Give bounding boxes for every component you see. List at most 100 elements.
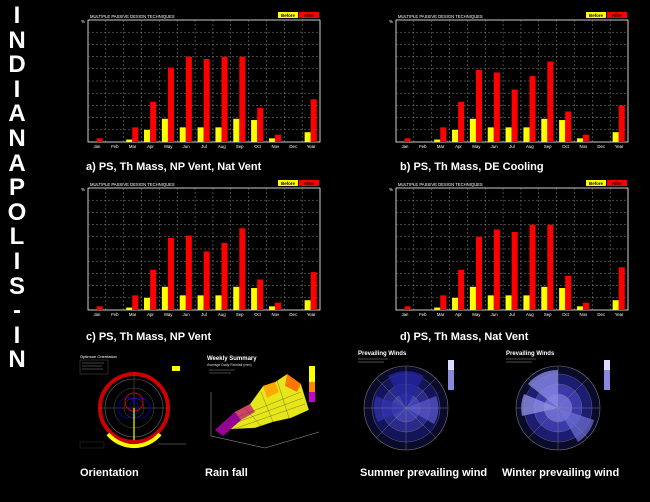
bar-after xyxy=(239,228,246,310)
winter-wind-thumbnail: Prevailing Winds xyxy=(498,346,620,456)
bar-before xyxy=(487,127,494,142)
x-tick-label: Nov xyxy=(272,312,280,317)
x-tick-label: Sep xyxy=(236,312,244,317)
bar-after xyxy=(404,306,411,310)
bar-after xyxy=(96,306,103,310)
bar-before xyxy=(233,118,240,142)
x-tick-label: Dec xyxy=(289,144,297,149)
x-tick-label: Year xyxy=(615,312,624,317)
bar-before xyxy=(233,286,240,310)
bar-after xyxy=(185,56,192,142)
x-tick-label: Mar xyxy=(129,144,137,149)
bar-before xyxy=(144,297,151,310)
rainfall-thumb-subtitle: Average Daily Rainfall (mm) xyxy=(207,363,252,367)
bar-before xyxy=(251,288,258,310)
bar-after xyxy=(547,61,554,143)
bar-before xyxy=(487,295,494,310)
bar-after xyxy=(257,279,264,310)
chart-header: MULTIPLE PASSIVE DESIGN TECHNIQUES xyxy=(398,182,483,187)
bar-after xyxy=(440,127,447,142)
legend-label-after: After xyxy=(304,181,315,186)
bar-after xyxy=(310,99,317,142)
side-title-letter: I xyxy=(13,75,21,103)
x-tick-label: Year xyxy=(307,144,316,149)
x-tick-label: Feb xyxy=(111,144,119,149)
x-tick-label: Dec xyxy=(597,144,605,149)
bar-before xyxy=(268,138,276,142)
bar-after xyxy=(167,238,175,310)
side-title-letter: A xyxy=(8,149,26,177)
bar-after xyxy=(529,76,536,142)
legend-swatch-after xyxy=(299,12,319,18)
bar-after xyxy=(493,229,500,310)
x-tick-label: Dec xyxy=(289,312,297,317)
bar-before xyxy=(126,307,133,310)
side-title-letter: - xyxy=(13,297,21,325)
bar-before xyxy=(197,295,204,310)
x-tick-label: Jul xyxy=(509,144,515,149)
x-tick-label: May xyxy=(472,312,481,317)
chart-a: MULTIPLE PASSIVE DESIGN TECHNIQUES Before… xyxy=(81,12,321,149)
x-tick-label: Aug xyxy=(218,144,226,149)
bar-before xyxy=(268,306,276,310)
bar-before xyxy=(505,127,512,142)
bar-before xyxy=(161,118,168,142)
legend-label-before: Before xyxy=(281,181,295,186)
y-axis-label: % xyxy=(389,19,393,24)
rainfall-thumb-title: Weekly Summary xyxy=(207,356,257,362)
x-tick-label: Jun xyxy=(183,312,191,317)
x-tick-label: May xyxy=(164,312,173,317)
side-title-letter: I xyxy=(13,321,21,349)
bar-after xyxy=(458,101,465,142)
bar-after xyxy=(203,251,210,310)
side-title-letter: O xyxy=(7,198,27,226)
chart-c-caption: c) PS, Th Mass, NP Vent xyxy=(86,331,212,343)
legend-swatch-before xyxy=(586,12,606,18)
legend-swatch-after xyxy=(299,180,319,186)
legend-swatch-before xyxy=(586,180,606,186)
legend-swatch-before xyxy=(278,12,298,18)
bar-before xyxy=(612,132,619,142)
x-tick-label: May xyxy=(164,144,173,149)
x-tick-label: Jan xyxy=(401,312,409,317)
bar-after xyxy=(275,302,282,310)
bar-before xyxy=(144,129,151,142)
bar-before xyxy=(126,139,133,142)
bar-after xyxy=(458,269,465,310)
side-title-letter: P xyxy=(8,174,25,202)
x-tick-label: Sep xyxy=(544,312,552,317)
chart-header: MULTIPLE PASSIVE DESIGN TECHNIQUES xyxy=(398,14,483,19)
summer-wind-caption: Summer prevailing wind xyxy=(360,467,488,479)
bar-after xyxy=(150,269,157,310)
bar-after xyxy=(440,295,447,310)
bar-before xyxy=(505,295,512,310)
bar-before xyxy=(434,139,441,142)
orientation-thumbnail: Optimum Orientation xyxy=(78,352,190,452)
bar-before xyxy=(559,288,566,310)
bar-before xyxy=(215,295,222,310)
bar-before xyxy=(612,300,619,310)
bar-after xyxy=(185,235,192,310)
bar-before xyxy=(304,132,311,142)
x-tick-label: Nov xyxy=(580,312,588,317)
bar-before xyxy=(523,127,530,142)
bar-after xyxy=(618,267,625,310)
x-tick-label: Apr xyxy=(147,312,154,317)
bar-before xyxy=(452,129,459,142)
bar-before xyxy=(576,138,584,142)
bar-before xyxy=(179,295,186,310)
x-tick-label: Jun xyxy=(491,144,499,149)
x-tick-label: Apr xyxy=(455,144,462,149)
bar-after xyxy=(618,105,625,142)
bar-after xyxy=(511,89,518,142)
x-tick-label: May xyxy=(472,144,481,149)
bar-after xyxy=(511,231,518,310)
legend-swatch-before xyxy=(278,180,298,186)
y-axis-label: % xyxy=(389,187,393,192)
x-tick-label: Apr xyxy=(455,312,462,317)
bar-after xyxy=(310,272,317,310)
y-axis-label: % xyxy=(81,19,85,24)
bar-after xyxy=(150,101,157,142)
rainfall-caption: Rain fall xyxy=(205,467,248,479)
x-tick-label: Aug xyxy=(526,144,534,149)
